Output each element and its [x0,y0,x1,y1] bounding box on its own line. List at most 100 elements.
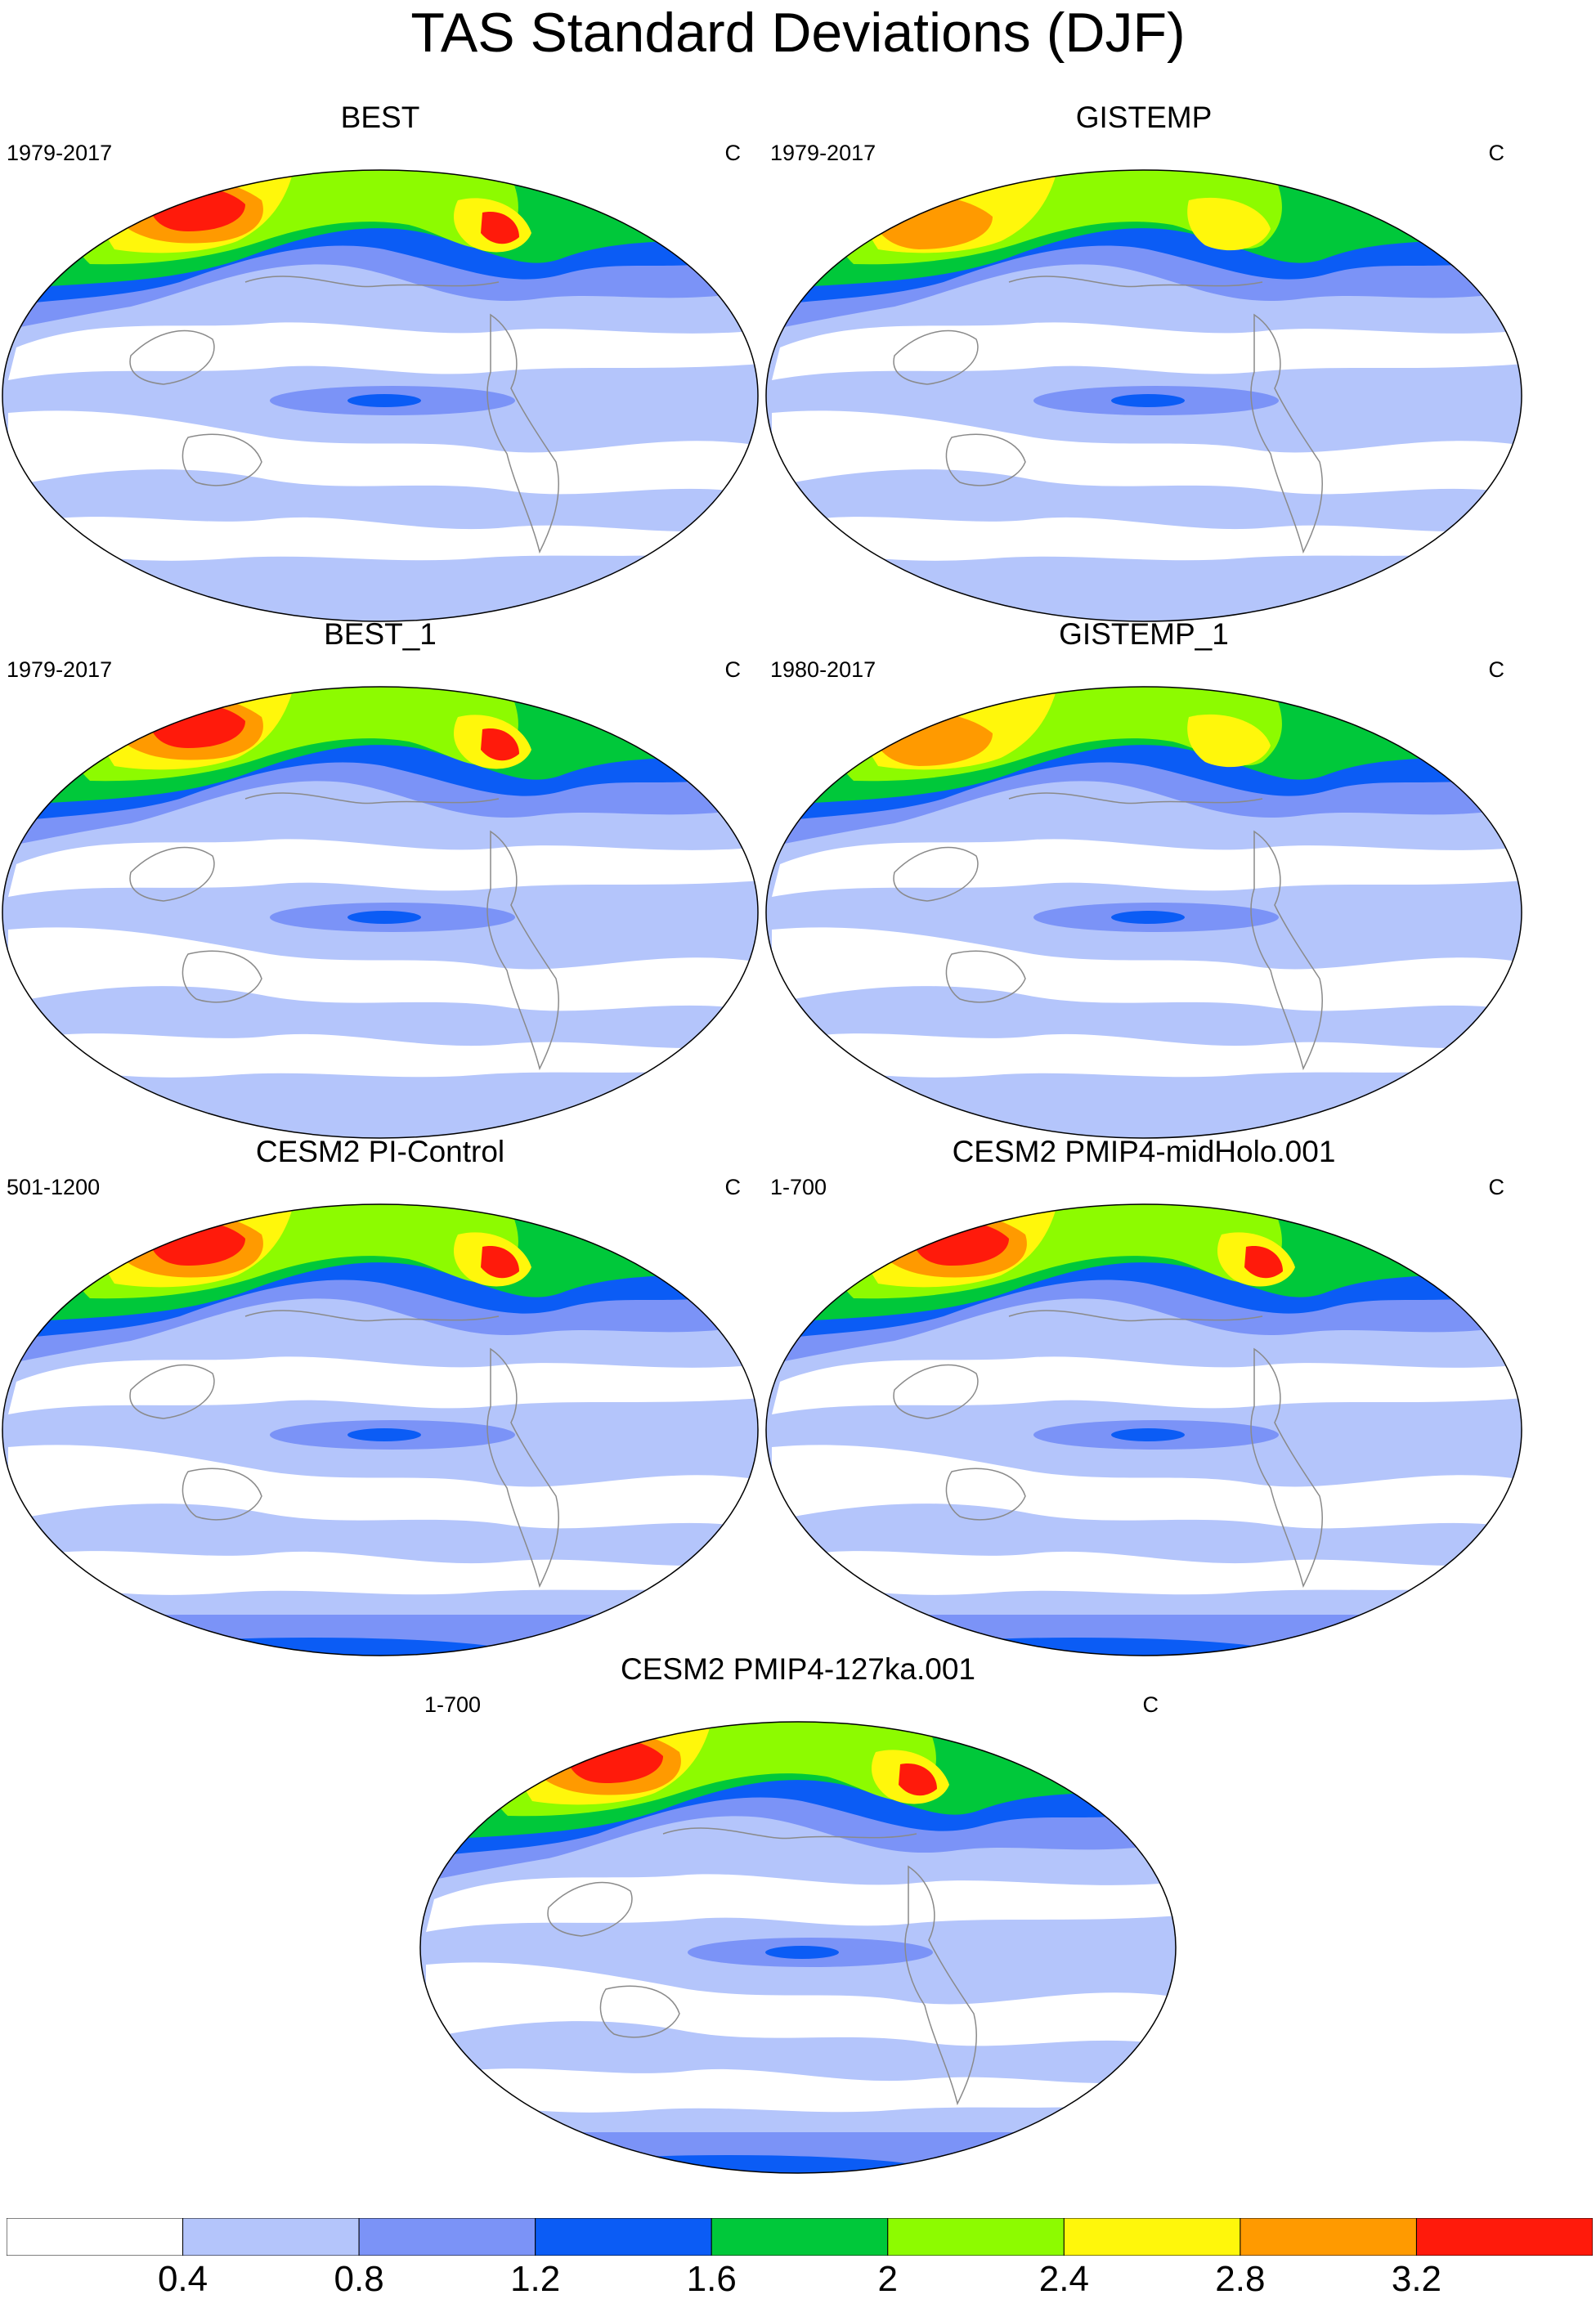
coastline [129,1364,215,1419]
panel-title: GISTEMP_1 [1059,617,1229,651]
colorbar-tick-label: 0.4 [157,2259,208,2299]
enso-core [347,911,421,924]
map-field [2,687,758,1138]
map-panel-cesm2-127ka: CESM2 PMIP4-127ka.001 1-700 C [418,1652,1178,2176]
coastline [662,1827,917,1840]
coastline [182,950,262,1003]
coastline [1250,830,1323,1071]
map-field [766,687,1522,1138]
colorbar-tick-label: 1.6 [686,2259,737,2299]
panel-period: 1979-2017 [770,141,876,165]
map-cesm2-midholo [765,1203,1522,1656]
panel-title: CESM2 PMIP4-127ka.001 [621,1652,975,1686]
panel-period: 1979-2017 [7,657,113,682]
low-variance-region [8,839,758,897]
coastline [1250,313,1323,554]
colorbar-bin [7,2218,184,2256]
coastline [182,433,262,486]
low-variance-region [772,1356,1522,1414]
low-variance-region [813,517,1500,561]
map-border [765,1203,1522,1656]
map-best-1 [2,686,759,1139]
map-panel-best: BEST 1979-2017 C [0,101,760,624]
low-variance-region [426,1962,1176,2046]
north-america-peak [481,1246,519,1279]
coastline [904,1865,977,2106]
low-variance-region [772,1445,1522,1529]
north-america-high [1187,714,1271,768]
enso-core [1111,911,1185,924]
colorbar-labels: 0.4 0.8 1.2 1.6 2 2.4 2.8 3.2 [0,2261,1596,2298]
panel-period: 1-700 [424,1692,482,1717]
colorbar-bin [535,2218,712,2256]
colorbar-tick-label: 0.8 [334,2259,384,2299]
coastline [244,1310,500,1322]
panel-title: GISTEMP [1075,101,1213,134]
colorbar [7,2218,1593,2256]
panel-units: C [1142,1692,1159,1717]
coastline [244,276,500,288]
low-variance-region [813,1551,1500,1595]
coastline [129,329,215,385]
panel-units: C [1488,141,1505,165]
low-variance-region [8,1356,758,1414]
coastline [486,313,559,554]
map-gistemp-1 [765,686,1522,1139]
colorbar-bin [182,2218,360,2256]
coastline [129,846,215,902]
map-panel-cesm2-midholo: CESM2 PMIP4-midHolo.001 1-700 C [764,1135,1524,1658]
enso-core [347,1428,421,1441]
colorbar-tick-label: 2.4 [1038,2259,1089,2299]
low-variance-region [8,927,758,1011]
colorbar-tick-label: 3.2 [1391,2259,1442,2299]
low-variance-region [8,410,758,495]
panel-units: C [1488,1175,1505,1199]
coastline [893,329,979,385]
coastline [547,1881,633,1937]
low-variance-region [772,839,1522,897]
map-cesm2-127ka [419,1721,1177,2174]
map-border [2,1203,759,1656]
map-border [419,1721,1177,2174]
panel-period: 1979-2017 [7,141,113,165]
map-panel-gistemp: GISTEMP 1979-2017 C [764,101,1524,624]
coastline [244,792,500,804]
colorbar-bin [887,2218,1065,2256]
coastline [1250,1347,1323,1589]
colorbar-bin [1240,2218,1417,2256]
colorbar-tick-label: 1.2 [510,2259,561,2299]
map-border [765,169,1522,622]
panel-period: 1980-2017 [770,657,876,682]
low-variance-region [49,1551,736,1595]
colorbar-bin [1415,2218,1593,2256]
coastline [599,1985,680,2038]
coastline [486,1347,559,1589]
coastline [893,846,979,902]
map-border [2,169,759,622]
coastline [945,1468,1026,1521]
panel-title: BEST [340,101,420,134]
colorbar-bin [1063,2218,1241,2256]
coastline [893,1364,979,1419]
panel-title: BEST_1 [324,617,437,651]
coastline [486,830,559,1071]
panel-units: C [724,657,742,682]
low-variance-region [8,1445,758,1529]
panel-period: 1-700 [770,1175,827,1199]
north-america-peak [481,212,519,244]
colorbar-tick-label: 2 [877,2259,899,2299]
map-gistemp [765,169,1522,622]
low-variance-region [49,1033,736,1078]
enso-core [1111,1428,1185,1441]
low-variance-region [467,2068,1154,2113]
panel-units: C [724,141,742,165]
low-variance-region [772,927,1522,1011]
map-field [766,1204,1522,1656]
enso-core [765,1946,839,1959]
map-cesm2-pi-control [2,1203,759,1656]
coastline [182,1468,262,1521]
map-panel-cesm2-pi-control: CESM2 PI-Control 501-1200 C [0,1135,760,1658]
panel-units: C [1488,657,1505,682]
north-america-high [1187,197,1271,251]
map-panel-gistemp-1: GISTEMP_1 1980-2017 C [764,617,1524,1141]
